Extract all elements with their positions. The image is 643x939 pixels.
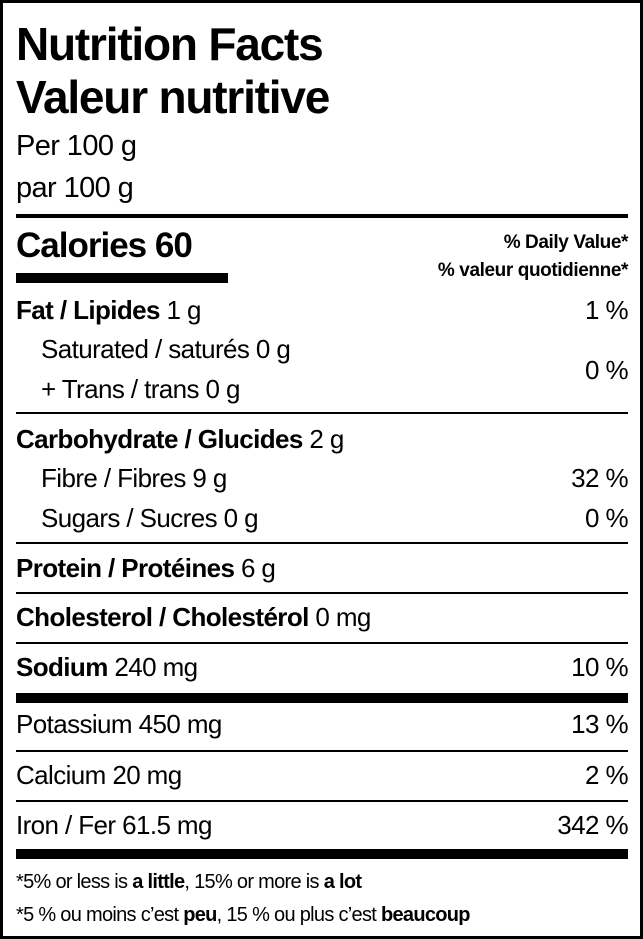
dv-header-fr: % valeur quotidienne* — [437, 260, 628, 281]
sugars-row: Sugars / Sucres 0 g — [41, 503, 259, 533]
footnote-fr: *5 % ou moins c’est peu, 15 % ou plus c’… — [16, 904, 471, 926]
saturated-row: Saturated / saturés 0 g — [41, 334, 291, 364]
footnote-en: *5% or less is a little, 15% or more is … — [16, 871, 362, 893]
thick-divider — [16, 693, 628, 703]
divider — [16, 642, 628, 644]
serving-fr: par 100 g — [16, 172, 134, 204]
calories: Calories 60 — [16, 226, 193, 265]
title-en: Nutrition Facts — [16, 18, 324, 70]
cholesterol-row: Cholesterol / Cholestérol 0 mg — [16, 602, 371, 632]
carbohydrate-row: Carbohydrate / Glucides 2 g — [16, 424, 344, 454]
fibre-row: Fibre / Fibres 9 g — [41, 463, 227, 493]
divider — [16, 800, 628, 802]
divider — [16, 592, 628, 594]
divider — [16, 412, 628, 414]
calories-underbar — [16, 273, 228, 283]
iron-dv: 342 % — [557, 810, 628, 840]
iron-row: Iron / Fer 61.5 mg — [16, 810, 212, 840]
dv-header-en: % Daily Value* — [503, 232, 629, 253]
calcium-dv: 2 % — [584, 760, 629, 790]
divider — [16, 214, 628, 218]
calories-label: Calories — [16, 226, 147, 265]
sodium-row: Sodium 240 mg — [16, 652, 198, 682]
thick-divider — [16, 849, 628, 859]
sodium-dv: 10 % — [571, 652, 628, 682]
trans-row: + Trans / trans 0 g — [41, 374, 240, 404]
sat-trans-dv: 0 % — [584, 355, 629, 385]
serving-en: Per 100 g — [16, 130, 137, 162]
calcium-row: Calcium 20 mg — [16, 760, 182, 790]
divider — [16, 750, 628, 752]
potassium-row: Potassium 450 mg — [16, 709, 222, 739]
calories-value: 60 — [154, 226, 193, 265]
divider — [16, 542, 628, 544]
potassium-dv: 13 % — [571, 709, 628, 739]
fibre-dv: 32 % — [571, 463, 628, 493]
fat-row: Fat / Lipides 1 g — [16, 295, 201, 325]
sugars-dv: 0 % — [584, 503, 629, 533]
fat-dv: 1 % — [584, 295, 629, 325]
title-fr: Valeur nutritive — [16, 71, 330, 123]
protein-row: Protein / Protéines 6 g — [16, 553, 276, 583]
